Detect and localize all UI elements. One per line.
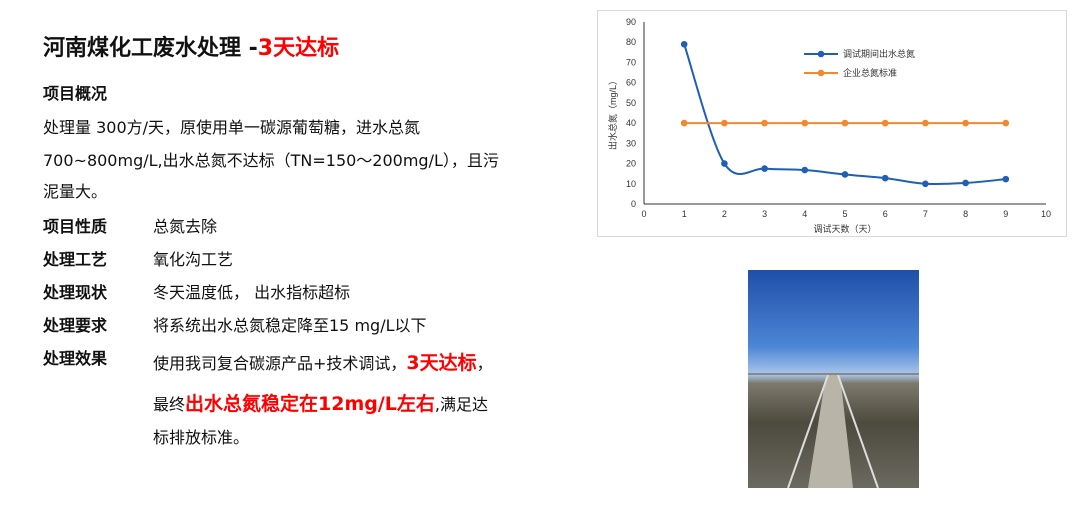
y-tick-label: 30 [626,138,636,148]
effect-label: 处理效果 [43,349,108,368]
photo-walkway-icon [748,373,919,488]
x-tick-label: 2 [722,209,727,219]
data-point-0 [841,171,849,178]
y-tick-label: 20 [626,159,636,169]
x-axis-title: 调试天数（天） [813,223,876,234]
row-value: 总氮去除 [153,217,218,236]
x-tick-label: 7 [923,209,928,219]
row-value: 将系统出水总氮稳定降至15 mg/L以下 [153,316,427,335]
data-point-1 [761,119,768,127]
effect-highlight: 出水总氮稳定在12mg/L左右 [185,393,435,415]
page-title: 河南煤化工废水处理 -3天达标 [43,30,339,62]
data-point-1 [1002,119,1010,127]
chart-frame: 0 1 2 3 4 5 6 7 8 9 10 0 10 20 30 40 50 60 70 80 90 调试天数（天） 出水… [597,10,1067,237]
overview-line: 处理量 300方/天，原使用单一碳源葡萄糖，进水总氮 [43,118,421,137]
data-point-0 [761,165,768,172]
y-tick-label: 60 [626,78,636,88]
data-point-1 [881,119,889,127]
x-tick-label: 4 [802,209,807,219]
data-point-1 [962,119,969,127]
data-point-0 [881,174,889,182]
effect-text: ， [476,354,493,373]
row-label: 处理要求 [43,316,108,335]
data-point-0 [680,40,688,48]
row-value: 冬天温度低， 出水指标超标 [153,283,351,302]
data-point-1 [801,119,809,127]
y-tick-label: 90 [626,17,636,27]
x-tick-label: 0 [641,209,646,219]
row-label: 项目性质 [43,217,108,236]
overview-heading: 项目概况 [43,84,108,103]
data-point-0 [801,166,809,174]
effect-text: ,满足达 [434,395,488,414]
y-tick-label: 10 [626,179,636,189]
data-point-0 [922,180,929,188]
legend-marker-1 [817,69,825,77]
title-main: 河南煤化工废水处理 - [43,36,258,61]
data-point-1 [922,119,929,127]
y-tick-label: 0 [631,199,636,209]
x-tick-label: 10 [1041,209,1051,219]
effect-text: 最终 [153,395,186,414]
effect-line-1: 使用我司复合碳源产品+技术调试，3天达标， [153,348,493,375]
row-value: 氧化沟工艺 [153,250,234,269]
data-point-0 [721,160,728,167]
effect-text: 使用我司复合碳源产品+技术调试， [153,354,407,373]
y-tick-label: 50 [626,98,636,108]
y-tick-label: 70 [626,57,636,67]
data-point-1 [721,119,728,127]
overview-line: 700~800mg/L,出水总氮不达标（TN=150～200mg/L），且污 [43,151,499,170]
legend-label-1: 企业总氮标准 [843,67,897,78]
y-tick-label: 40 [626,118,636,128]
x-tick-label: 3 [762,209,767,219]
legend-marker-0 [817,50,825,58]
legend-label-0: 调试期间出水总氮 [843,48,915,59]
data-point-1 [841,119,849,127]
title-highlight: 3天达标 [257,36,340,61]
x-tick-label: 5 [842,209,847,219]
series-line-0 [683,43,1006,186]
x-tick-label: 1 [682,209,687,219]
effect-line-2: 最终出水总氮稳定在12mg/L左右,满足达 [153,389,488,416]
x-tick-label: 6 [883,209,888,219]
effect-highlight: 3天达标 [406,352,477,374]
effect-line-3: 标排放标准。 [153,428,250,447]
data-point-1 [680,119,688,127]
x-tick-label: 9 [1003,209,1008,219]
x-tick-label: 8 [963,209,968,219]
y-axis-title: 出水总氮（mg/L） [607,76,618,150]
y-tick-label: 80 [626,37,636,47]
row-label: 处理现状 [43,283,108,302]
nitrogen-line-chart: 0 1 2 3 4 5 6 7 8 9 10 0 10 20 30 40 50 60 70 80 90 调试天数（天） 出水… [607,17,1051,234]
wastewater-plant-photo [748,270,919,488]
data-point-0 [962,179,969,187]
row-label: 处理工艺 [43,250,108,269]
data-point-0 [1002,175,1010,183]
overview-line: 泥量大。 [43,182,108,201]
